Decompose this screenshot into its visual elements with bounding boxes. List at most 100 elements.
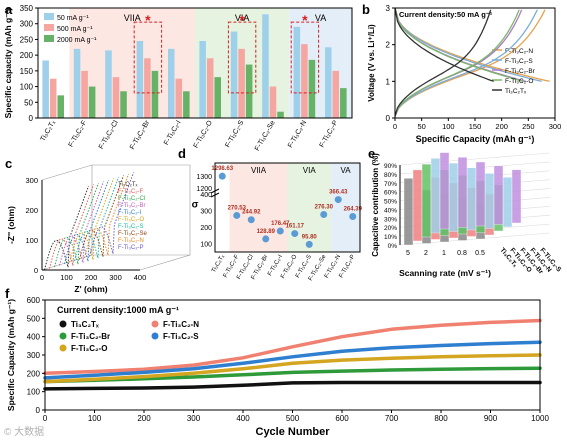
- chart-title: Current density:50 mA g⁻¹: [399, 10, 493, 19]
- x-tick-label: F-Ti₃C₂-Se: [254, 119, 277, 152]
- group-label: VA: [315, 13, 326, 23]
- panel-c-nyquist-plot: Ti₃C₂TₓF-Ti₃C₂-FF-Ti₃C₂-ClF-Ti₃C₂-BrF-Ti…: [6, 164, 191, 294]
- bar-7-0: [262, 14, 269, 119]
- bar-9-2: [340, 88, 347, 118]
- y-tick-label: 50: [24, 98, 33, 107]
- nyquist-series-4: [64, 179, 109, 265]
- data-label-9: 264.39: [344, 206, 363, 212]
- data-point-6: [305, 240, 313, 248]
- bar-2-2: [120, 91, 127, 118]
- highlight-star: *: [302, 12, 308, 28]
- data-point-2: [247, 216, 255, 224]
- legend-label-2: F-Ti₃C₂-Br: [505, 68, 536, 75]
- bar-3-0: [136, 41, 144, 118]
- legend-label-0: Ti₃C₂Tₓ: [118, 182, 138, 188]
- y-tick-label: 400: [27, 333, 41, 342]
- legend-label-0: 50 mA g⁻¹: [57, 15, 89, 22]
- bar-3-3: [484, 173, 495, 229]
- charge-curve-3: [394, 9, 520, 117]
- group-band-2: [331, 163, 360, 252]
- y-axis-label: Specific Capacity (mAh g⁻¹): [6, 299, 16, 411]
- x-tick-label: 300: [549, 122, 562, 131]
- y-tick-label: 600: [27, 296, 41, 305]
- nyquist-series-2: [54, 182, 99, 268]
- data-point-8: [334, 196, 342, 204]
- legend-marker-4: [59, 344, 67, 352]
- nyquist-series-6: [74, 176, 119, 262]
- bar-5-1: [206, 58, 214, 118]
- x-tick-label: F-Ti₃C₂-Br: [129, 119, 151, 151]
- chart-title: Current density:1000 mA g⁻¹: [57, 305, 179, 315]
- panel-label-e: e: [368, 146, 375, 161]
- discharge-curve-0: [394, 7, 550, 82]
- y-tick-label: 50%: [384, 199, 397, 206]
- bar-4-4: [511, 169, 522, 224]
- x-axis-label: Specific Capacity (mAh g⁻¹): [416, 134, 535, 144]
- bar-4-2: [475, 161, 486, 227]
- legend-label-9: F-Ti₃C₂-P: [118, 245, 144, 251]
- x-tick-label: 400: [134, 273, 147, 282]
- x-tick-label: 1: [442, 250, 446, 257]
- x-tick-label: 100: [88, 414, 102, 423]
- panel-e-capacitive-3d-bars: 0%10%20%30%40%50%60%70%80%90%Ti₃C₂TₓF-Ti…: [371, 152, 563, 278]
- x-tick-label: 0: [43, 414, 48, 423]
- bar-6-2: [245, 64, 253, 118]
- highlight-star: *: [145, 12, 151, 28]
- legend-label-1: 500 mA g⁻¹: [57, 26, 93, 33]
- legend-marker-2: [59, 332, 67, 340]
- x-tick-label: F-Ti₃C₂-F: [68, 120, 89, 149]
- x-tick-label: 0: [393, 122, 397, 131]
- y-tick-label: 1200: [196, 186, 212, 193]
- watermark-text: © 大数据: [4, 425, 44, 438]
- bar-4-3: [493, 165, 504, 225]
- legend-marker-1: [151, 320, 159, 328]
- bar-8-2: [308, 59, 316, 118]
- bar-4-1: [457, 157, 468, 228]
- grid-line: [399, 152, 551, 166]
- cycle-series-1: [43, 318, 542, 376]
- bar-9-0: [324, 47, 332, 118]
- y-tick-label: 0: [34, 266, 38, 275]
- y-tick-label: 70%: [384, 181, 397, 188]
- y-axis-label: Voltage (V vs. Li⁺/Li): [367, 24, 376, 102]
- y-tick-label: 250: [20, 35, 34, 44]
- bar-4-1: [175, 78, 183, 118]
- x-tick-label: 200: [495, 122, 508, 131]
- bar-4-2: [183, 91, 190, 118]
- data-label-6: 95.80: [302, 234, 318, 240]
- x-tick-label: 600: [335, 414, 349, 423]
- y-tick-label: 200: [25, 206, 38, 215]
- x-tick-label: 200: [85, 273, 98, 282]
- data-point-9: [349, 212, 357, 220]
- panel-f-cycling-plot: 0 100 200 300 400 500 600 700 800 900 1000 0 100 200 3…: [6, 296, 549, 438]
- data-label-1: 270.53: [228, 205, 247, 211]
- x-axis-label: Cycle Number: [256, 426, 331, 438]
- bar-8-1: [301, 44, 308, 119]
- legend-label-1: F-Ti₃C₂-N: [163, 320, 199, 329]
- y-tick-label: 2: [386, 41, 391, 50]
- bar-0-2: [57, 95, 65, 118]
- bar-0-1: [49, 78, 57, 118]
- y-tick-label: 150: [20, 67, 34, 76]
- bar-8-0: [293, 26, 301, 118]
- bar-4-0: [167, 48, 175, 118]
- group-label: VIA: [235, 13, 250, 23]
- group-label: VA: [340, 166, 351, 175]
- y-tick-label: 80%: [384, 172, 397, 179]
- y-tick-label: 10%: [384, 234, 397, 241]
- x-tick-label: 0: [40, 273, 44, 282]
- x-tick-label: F-Ti₃C₂-Cl: [98, 119, 120, 150]
- data-label-3: 128.89: [257, 229, 276, 235]
- x-tick-label: F-Ti₃C₂-P: [319, 119, 340, 149]
- nyquist-series-0: [44, 185, 89, 271]
- bar-9-1: [332, 70, 340, 118]
- x-axis-label: Scanning rate (mV s⁻¹): [399, 268, 491, 278]
- y-tick-label: 100: [25, 236, 38, 245]
- y-tick-label: 0: [36, 406, 41, 415]
- cycle-series-2: [43, 366, 542, 384]
- nyquist-series-8: [84, 173, 130, 259]
- nyquist-series-1: [49, 184, 94, 269]
- cycle-series-4: [43, 353, 542, 384]
- axes-frame: [214, 162, 361, 253]
